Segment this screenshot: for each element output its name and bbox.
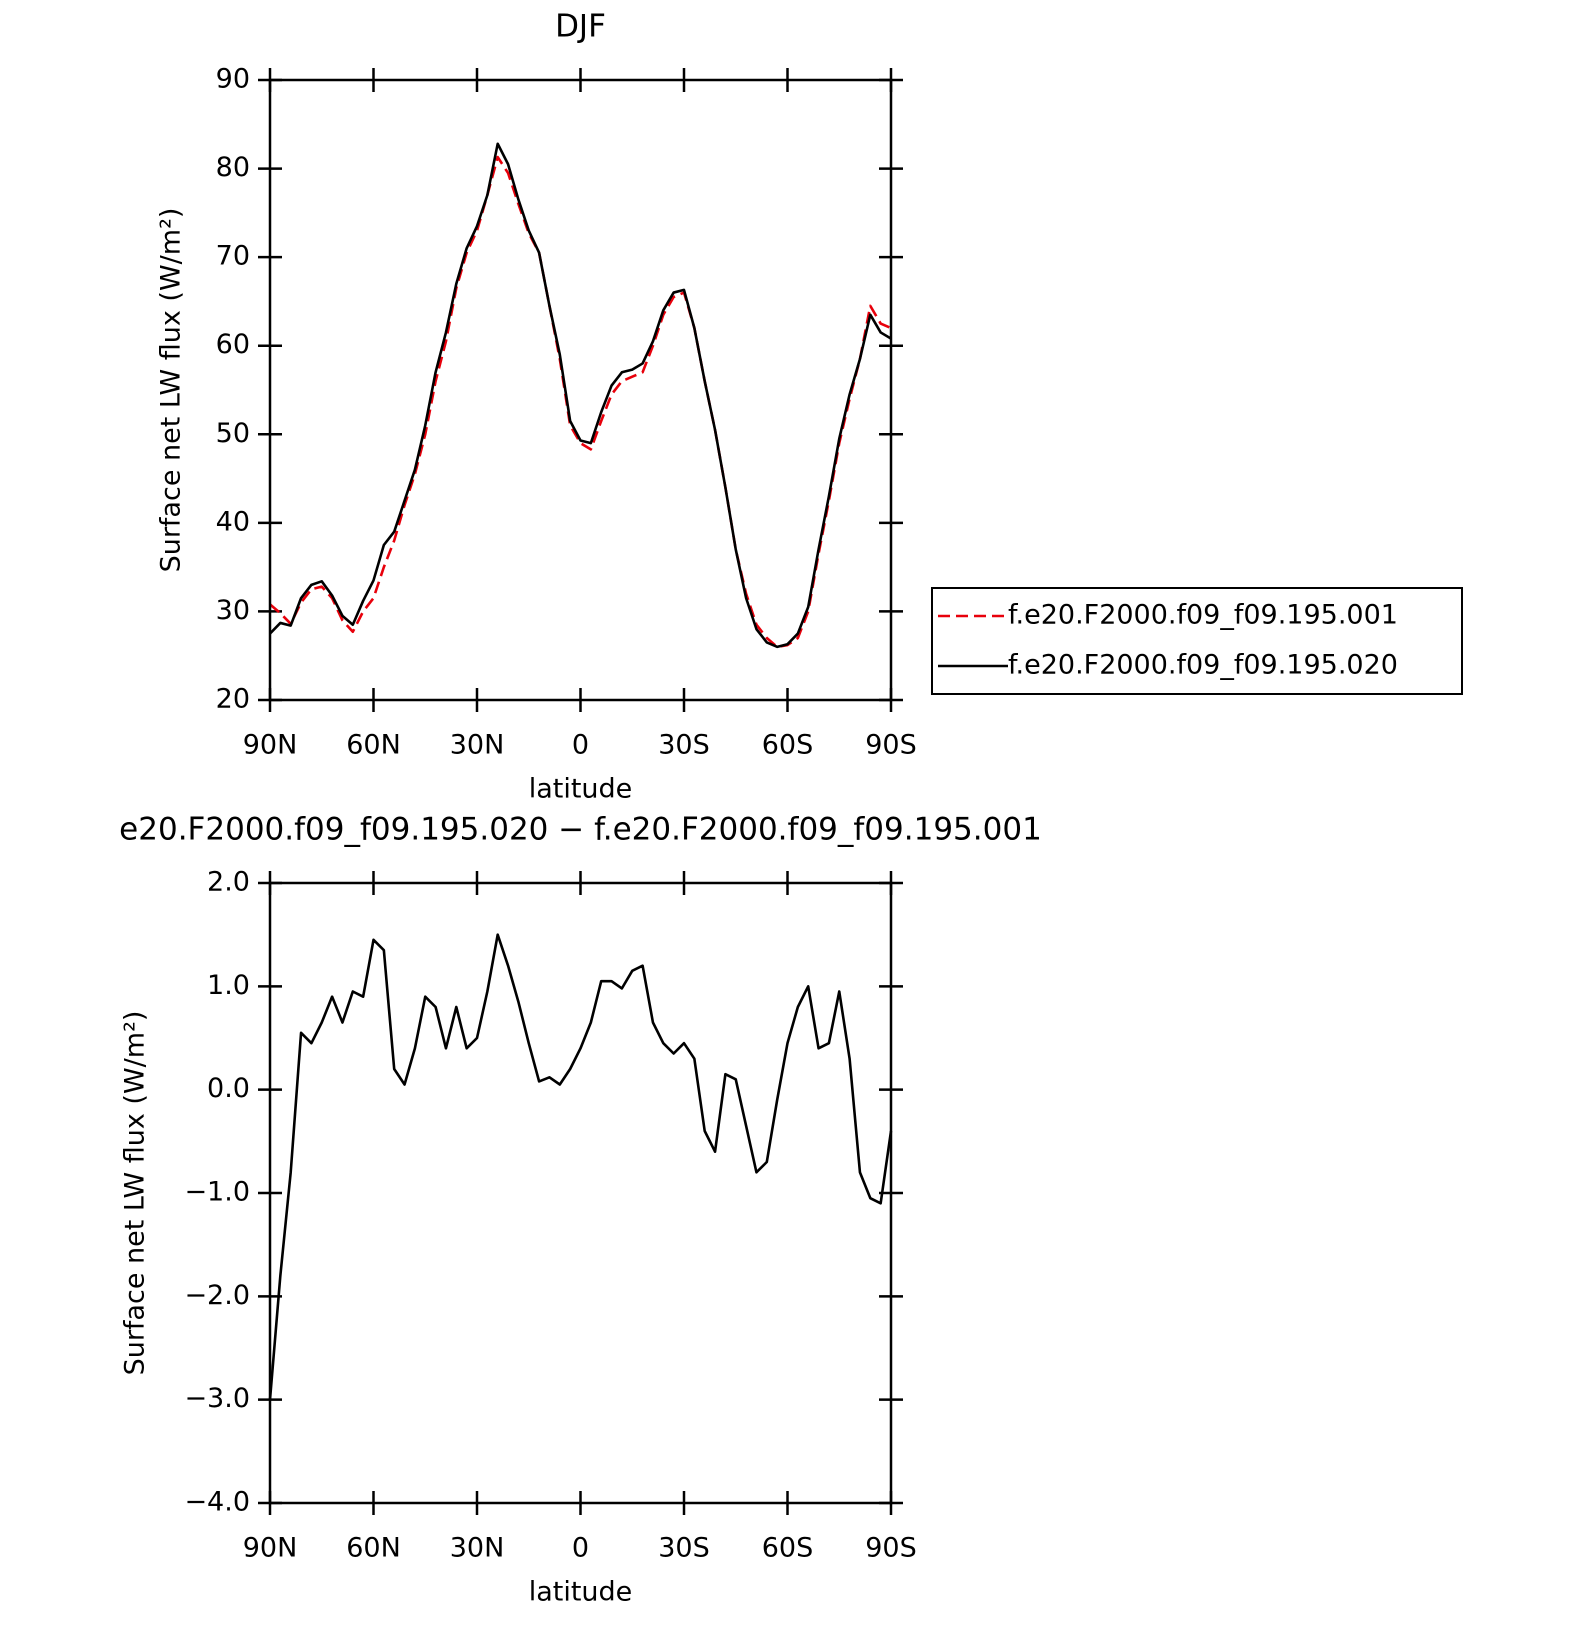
- y-tick-label: 50: [216, 418, 250, 449]
- y-tick-label: −4.0: [184, 1487, 250, 1518]
- y-tick-label: 0.0: [207, 1073, 250, 1104]
- x-tick-label: 30S: [658, 730, 710, 761]
- x-tick-label: 60N: [346, 730, 401, 761]
- x-tick-label: 30N: [450, 1533, 505, 1564]
- y-tick-label: 1.0: [207, 970, 250, 1001]
- x-tick-label: 60S: [762, 730, 814, 761]
- y-tick-label: 90: [216, 64, 250, 95]
- data-line: [269, 142, 892, 649]
- x-axis-label: latitude: [529, 774, 633, 805]
- x-tick-label: 60N: [346, 1533, 401, 1564]
- y-tick-label: 40: [216, 506, 250, 537]
- plot-frame: [268, 78, 893, 702]
- y-tick-label: 80: [216, 152, 250, 183]
- x-tick-label: 0: [572, 1533, 589, 1564]
- legend-box: [931, 587, 1463, 695]
- y-tick-label: 2.0: [207, 867, 250, 898]
- y-tick-label: −3.0: [184, 1383, 250, 1414]
- x-tick-label: 90N: [243, 730, 298, 761]
- data-line: [269, 155, 892, 649]
- y-tick-label: −1.0: [184, 1177, 250, 1208]
- y-axis-label: Surface net LW flux (W/m²): [120, 1011, 151, 1376]
- y-tick-label: 30: [216, 595, 250, 626]
- y-tick-label: 70: [216, 241, 250, 272]
- x-tick-label: 90N: [243, 1533, 298, 1564]
- legend-label: f.e20.F2000.f09_f09.195.020: [1008, 650, 1398, 681]
- x-tick-label: 90S: [865, 1533, 917, 1564]
- y-axis-label: Surface net LW flux (W/m²): [156, 208, 187, 573]
- chart-title: DJF: [555, 9, 606, 45]
- plot-frame: [268, 881, 893, 1505]
- x-tick-label: 60S: [762, 1533, 814, 1564]
- x-axis-label: latitude: [529, 1577, 633, 1608]
- x-tick-label: 90S: [865, 730, 917, 761]
- data-line: [268, 933, 893, 1400]
- chart-title: e20.F2000.f09_f09.195.020 − f.e20.F2000.…: [119, 812, 1042, 848]
- legend-label: f.e20.F2000.f09_f09.195.001: [1008, 600, 1398, 631]
- y-tick-label: −2.0: [184, 1280, 250, 1311]
- y-tick-label: 20: [216, 684, 250, 715]
- x-tick-label: 0: [572, 730, 589, 761]
- x-tick-label: 30S: [658, 1533, 710, 1564]
- x-tick-label: 30N: [450, 730, 505, 761]
- y-tick-label: 60: [216, 329, 250, 360]
